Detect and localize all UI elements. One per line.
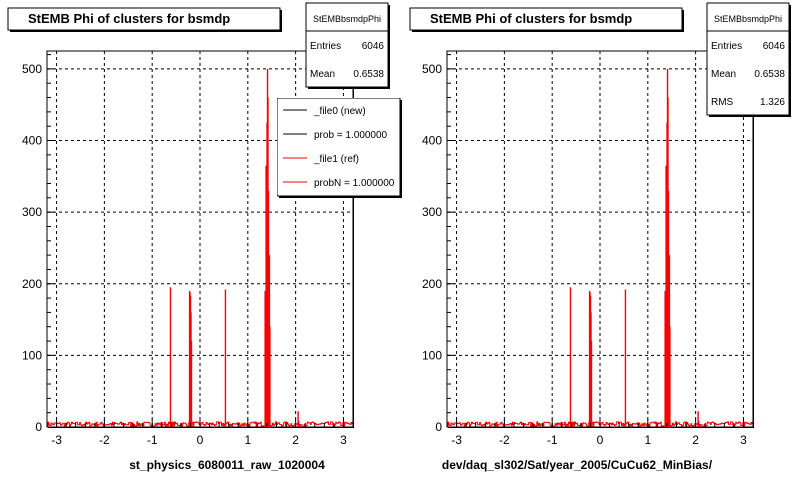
y-tick-label: 400 bbox=[22, 134, 42, 148]
x-tick-label: -2 bbox=[99, 433, 110, 447]
stats-box bbox=[305, 2, 389, 88]
stats-value: 6046 bbox=[763, 41, 786, 52]
stats-value: 0.6538 bbox=[353, 69, 384, 80]
x-tick-label: 1 bbox=[644, 433, 651, 447]
stats-name: StEMBbsmdpPhi bbox=[714, 14, 782, 24]
histogram-peak-bar bbox=[669, 326, 671, 427]
x-tick-label: -3 bbox=[451, 433, 462, 447]
x-tick-label: -3 bbox=[51, 433, 62, 447]
histogram-peak-bar bbox=[269, 326, 271, 427]
legend-label: prob = 1.000000 bbox=[314, 130, 388, 141]
x-tick-label: 0 bbox=[197, 433, 204, 447]
y-tick-label: 0 bbox=[35, 420, 42, 434]
stats-value: 6046 bbox=[362, 41, 385, 52]
x-tick-label: 3 bbox=[340, 433, 347, 447]
y-tick-label: 500 bbox=[422, 62, 442, 76]
legend: _file0 (new) prob = 1.000000 _file1 (ref) p… bbox=[277, 98, 402, 198]
x-tick-label: -1 bbox=[547, 433, 558, 447]
histogram-peak-bar bbox=[664, 290, 666, 427]
histogram-peak-bar bbox=[267, 190, 270, 427]
stats-name: StEMBbsmdpPhi bbox=[313, 14, 381, 24]
x-tick-label: 0 bbox=[597, 433, 604, 447]
y-tick-label: 0 bbox=[435, 420, 442, 434]
x-tick-label: 2 bbox=[692, 433, 699, 447]
histogram-peak-bar bbox=[264, 290, 266, 427]
histogram-panel-1: -3 -2 -1 0 1 2 3 0 100 200 300 400 500 st_physics_608… bbox=[7, 2, 402, 472]
stats-box bbox=[706, 2, 790, 116]
histogram-peak-bar bbox=[169, 287, 172, 427]
y-tick-label: 200 bbox=[422, 277, 442, 291]
stats-value: 1.326 bbox=[760, 97, 785, 108]
legend-box bbox=[277, 98, 401, 197]
title-box bbox=[409, 7, 683, 31]
chart-title: StEMB Phi of clusters for bsmdp bbox=[28, 11, 230, 26]
y-tick-label: 100 bbox=[422, 348, 442, 362]
x-tick-label: 2 bbox=[292, 433, 299, 447]
stats-label: Mean bbox=[310, 69, 335, 80]
histogram-peak-bar bbox=[224, 289, 227, 427]
histogram-peak-bar bbox=[265, 165, 267, 428]
histogram-peak-bar bbox=[665, 165, 667, 428]
stats-label: RMS bbox=[711, 97, 734, 108]
histogram-peak-bar bbox=[190, 341, 193, 427]
chart-title: StEMB Phi of clusters for bsmdp bbox=[430, 11, 632, 26]
histogram-peak-bar bbox=[590, 341, 593, 427]
stats-label: Entries bbox=[310, 41, 341, 52]
x-tick-label: 1 bbox=[244, 433, 251, 447]
stats-value: 0.6538 bbox=[754, 69, 785, 80]
histogram-peak-bar bbox=[667, 190, 670, 427]
y-tick-label: 300 bbox=[22, 205, 42, 219]
x-axis-label: st_physics_6080011_raw_1020004 bbox=[129, 458, 325, 472]
histogram-peak-bar bbox=[697, 411, 699, 427]
x-tick-label: 3 bbox=[740, 433, 747, 447]
y-tick-label: 300 bbox=[422, 205, 442, 219]
histogram-peak-bar bbox=[624, 289, 627, 427]
y-tick-label: 500 bbox=[22, 62, 42, 76]
y-tick-label: 400 bbox=[422, 134, 442, 148]
legend-label: _file1 (ref) bbox=[313, 154, 359, 165]
x-tick-label: -1 bbox=[147, 433, 158, 447]
histogram-peak-bar bbox=[569, 287, 572, 427]
legend-label: probN = 1.000000 bbox=[314, 178, 395, 189]
x-tick-label: -2 bbox=[499, 433, 510, 447]
title-box bbox=[7, 7, 281, 31]
histogram-peak-bar bbox=[297, 411, 299, 427]
y-tick-label: 100 bbox=[22, 348, 42, 362]
stats-label: Mean bbox=[711, 69, 736, 80]
stats-label: Entries bbox=[711, 41, 742, 52]
legend-label: _file0 (new) bbox=[313, 106, 366, 117]
x-axis-label: dev/daq_sl302/Sat/year_2005/CuCu62_MinBi… bbox=[442, 458, 713, 472]
y-tick-label: 200 bbox=[22, 277, 42, 291]
histogram-panel-2: -3 -2 -1 0 1 2 3 0 100 200 300 400 500 dev/daq_sl302/… bbox=[409, 2, 791, 472]
